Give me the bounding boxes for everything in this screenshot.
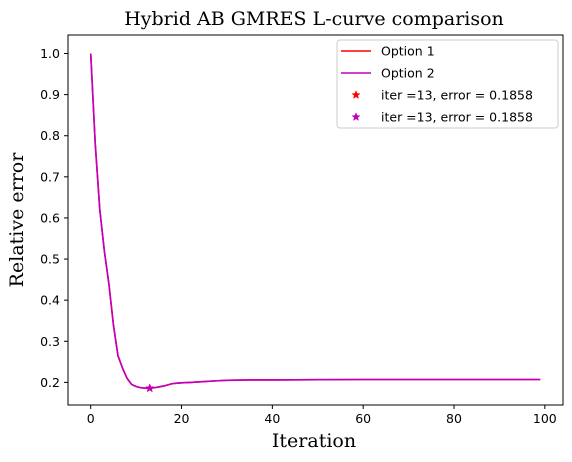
x-axis-label: Iteration [272, 430, 356, 452]
y-tick-label: 0.6 [40, 210, 60, 225]
legend-label: iter =13, error = 0.1858 [381, 110, 533, 125]
x-tick-label: 100 [533, 411, 557, 426]
y-tick-label: 0.4 [40, 293, 60, 308]
x-tick-label: 20 [174, 411, 190, 426]
y-tick-label: 0.9 [40, 87, 60, 102]
x-tick-label: 40 [264, 411, 280, 426]
x-tick-label: 60 [355, 411, 371, 426]
x-tick-label: 0 [87, 411, 95, 426]
y-axis-label: Relative error [6, 152, 28, 288]
x-tick-label: 80 [446, 411, 462, 426]
y-tick-label: 1.0 [40, 46, 60, 61]
y-tick-label: 0.7 [40, 169, 60, 184]
y-tick-label: 0.8 [40, 128, 60, 143]
y-tick-label: 0.3 [40, 334, 60, 349]
y-tick-label: 0.2 [40, 375, 60, 390]
chart-title: Hybrid AB GMRES L-curve comparison [124, 8, 504, 30]
legend-label: Option 2 [381, 66, 435, 81]
legend-label: iter =13, error = 0.1858 [381, 88, 533, 103]
legend-label: Option 1 [381, 44, 435, 59]
legend: Option 1 Option 2 iter =13, error = 0.1858… [337, 40, 558, 128]
y-tick-label: 0.5 [40, 252, 60, 267]
